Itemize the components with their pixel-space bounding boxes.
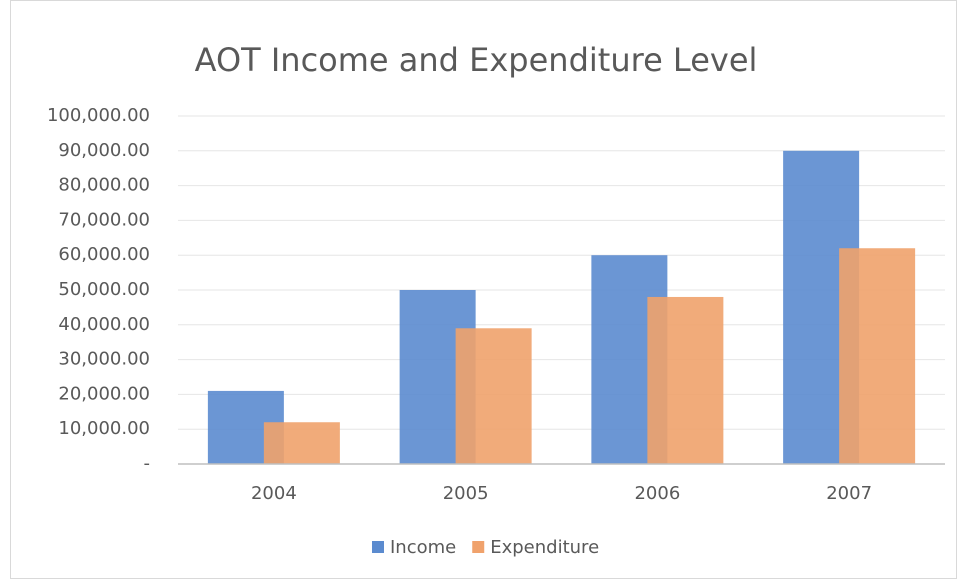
legend-label: Expenditure: [490, 537, 599, 558]
y-tick-label: 70,000.00: [58, 209, 150, 230]
y-tick-label: 40,000.00: [58, 314, 150, 335]
x-tick-label: 2007: [826, 483, 872, 504]
y-tick-label: 30,000.00: [58, 349, 150, 370]
y-tick-label: 100,000.00: [47, 105, 150, 126]
y-tick-label: 90,000.00: [58, 140, 150, 161]
y-tick-label: -: [144, 453, 151, 474]
x-tick-label: 2006: [634, 483, 680, 504]
legend-label: Income: [390, 537, 456, 558]
bar: [264, 422, 340, 464]
legend-swatch: [372, 541, 384, 553]
y-tick-label: 20,000.00: [58, 383, 150, 404]
x-tick-label: 2005: [443, 483, 489, 504]
y-tick-label: 10,000.00: [58, 418, 150, 439]
y-tick-label: 80,000.00: [58, 175, 150, 196]
chart-title: AOT Income and Expenditure Level: [195, 41, 758, 79]
bar: [456, 328, 532, 464]
legend-swatch: [472, 541, 484, 553]
bar: [839, 248, 915, 464]
chart: AOT Income and Expenditure Level - 10,000…: [0, 0, 958, 580]
y-tick-label: 50,000.00: [58, 279, 150, 300]
x-tick-label: 2004: [251, 483, 297, 504]
bar: [647, 297, 723, 464]
y-tick-label: 60,000.00: [58, 244, 150, 265]
